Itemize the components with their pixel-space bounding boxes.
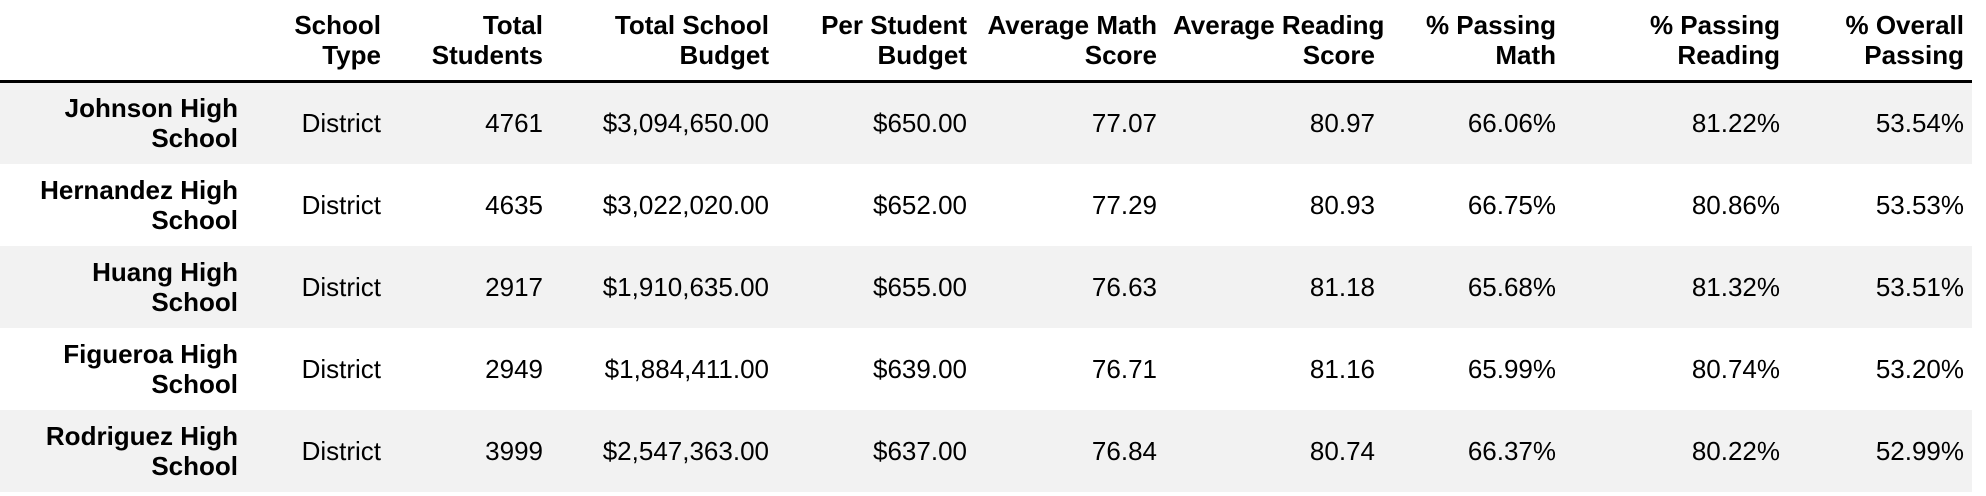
- table-header: School Type Total Students Total School …: [0, 0, 1972, 83]
- column-header-percent-overall-passing: % Overall Passing: [1788, 0, 1972, 83]
- column-header-percent-passing-reading: % Passing Reading: [1564, 0, 1788, 83]
- table-cell: District: [301, 353, 381, 384]
- table-cell: District: [301, 189, 381, 220]
- table-cell: $637.00: [873, 435, 967, 466]
- table-cell: 81.32%: [1691, 271, 1780, 302]
- table-cell: $639.00: [873, 353, 967, 384]
- column-header-total-students: Total Students: [389, 0, 551, 83]
- column-header-per-student-budget: Per Student Budget: [777, 0, 975, 83]
- table-cell: District: [301, 108, 381, 139]
- table-cell: 4761: [485, 108, 543, 139]
- table-cell: 65.68%: [1467, 271, 1556, 302]
- table-cell: 53.54%: [1875, 108, 1964, 139]
- table-row: Huang High School District 2917 $1,910,6…: [0, 245, 1972, 328]
- table-row: Hernandez High School District 4635 $3,0…: [0, 163, 1972, 246]
- table-cell: 66.37%: [1467, 435, 1556, 466]
- table-cell: 80.93: [1309, 189, 1375, 220]
- column-header-average-reading-score: Average Reading Score: [1165, 0, 1384, 83]
- table-cell: 53.20%: [1875, 353, 1964, 384]
- table-cell: 2917: [485, 271, 543, 302]
- table-cell: 4635: [485, 189, 543, 220]
- table-cell: 53.53%: [1875, 189, 1964, 220]
- table-cell: 81.18: [1309, 271, 1375, 302]
- table-row: Johnson High School District 4761 $3,094…: [0, 81, 1972, 164]
- table-cell: District: [301, 271, 381, 302]
- column-header-school-type: School Type: [246, 0, 389, 83]
- table-cell: 80.97: [1309, 108, 1375, 139]
- table-cell: 80.86%: [1691, 189, 1780, 220]
- table-cell: $3,094,650.00: [602, 108, 769, 139]
- index-corner-cell: [0, 0, 246, 83]
- table-cell: $1,910,635.00: [602, 271, 769, 302]
- column-header-total-school-budget: Total School Budget: [551, 0, 777, 83]
- row-header-school-name: Rodriguez High School: [45, 420, 238, 481]
- table-cell: 76.84: [1091, 435, 1157, 466]
- table-cell: $650.00: [873, 108, 967, 139]
- table-cell: 77.29: [1091, 189, 1157, 220]
- table-cell: 66.06%: [1467, 108, 1556, 139]
- header-row: School Type Total Students Total School …: [0, 0, 1972, 83]
- table-body: Johnson High School District 4761 $3,094…: [0, 81, 1972, 492]
- table-cell: $655.00: [873, 271, 967, 302]
- row-header-school-name: Johnson High School: [64, 93, 238, 154]
- table-cell: 76.63: [1091, 271, 1157, 302]
- table-cell: $2,547,363.00: [602, 435, 769, 466]
- row-header-school-name: Huang High School: [92, 256, 238, 317]
- table-cell: 76.71: [1091, 353, 1157, 384]
- table-row: Rodriguez High School District 3999 $2,5…: [0, 409, 1972, 492]
- table-cell: 65.99%: [1467, 353, 1556, 384]
- table-cell: 80.74%: [1691, 353, 1780, 384]
- column-header-percent-passing-math: % Passing Math: [1383, 0, 1564, 83]
- row-header-school-name: Figueroa High School: [63, 338, 238, 399]
- table-cell: 80.74: [1309, 435, 1375, 466]
- table-cell: 77.07: [1091, 108, 1157, 139]
- table-cell: 80.22%: [1691, 435, 1780, 466]
- table-cell: District: [301, 435, 381, 466]
- table-cell: 81.22%: [1691, 108, 1780, 139]
- table-cell: 2949: [485, 353, 543, 384]
- table-cell: $1,884,411.00: [604, 353, 769, 384]
- column-header-average-math-score: Average Math Score: [975, 0, 1165, 83]
- table-cell: 3999: [485, 435, 543, 466]
- table-cell: 81.16: [1309, 353, 1375, 384]
- table-cell: 53.51%: [1875, 271, 1964, 302]
- row-header-school-name: Hernandez High School: [40, 174, 238, 235]
- table-row: Figueroa High School District 2949 $1,88…: [0, 327, 1972, 410]
- table-cell: 52.99%: [1875, 435, 1964, 466]
- table-cell: $3,022,020.00: [602, 189, 769, 220]
- table-cell: 66.75%: [1467, 189, 1556, 220]
- table-cell: $652.00: [873, 189, 967, 220]
